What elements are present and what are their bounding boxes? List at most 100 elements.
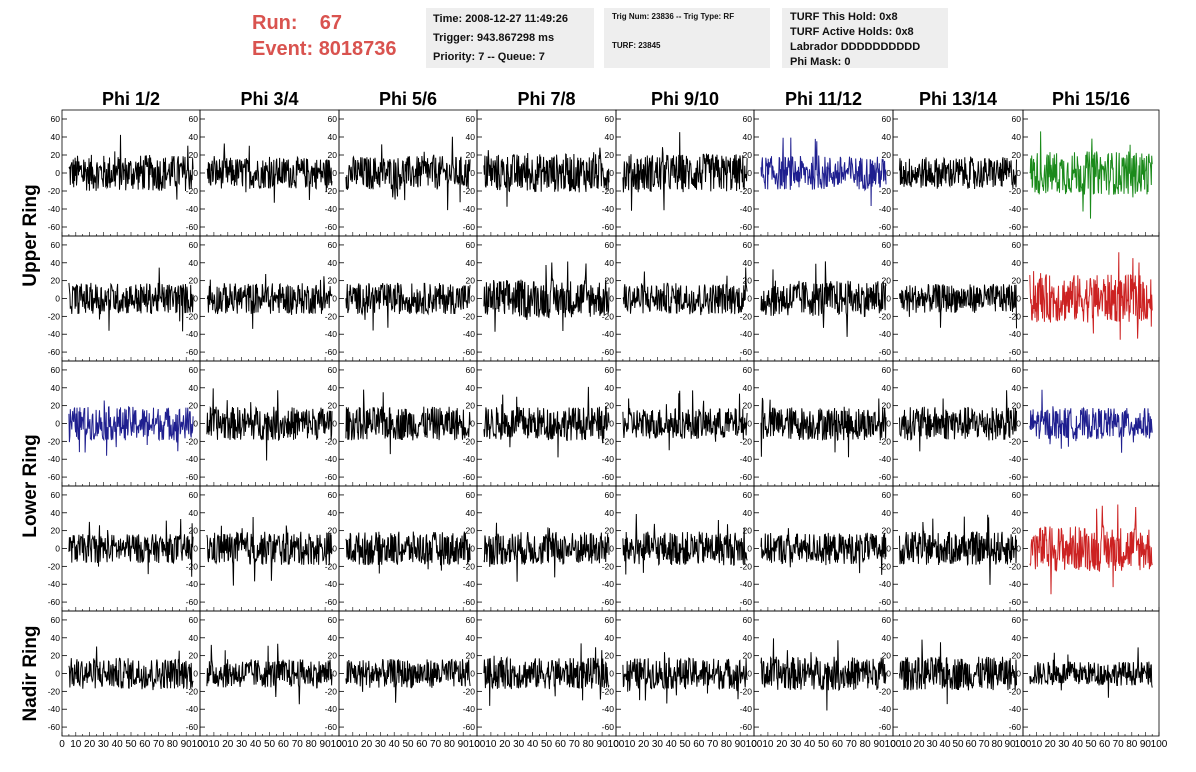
y-tick-label: 40 bbox=[328, 633, 338, 643]
y-tick-label: -60 bbox=[325, 472, 338, 482]
y-tick-label: -20 bbox=[602, 186, 615, 196]
y-tick-label: 0 bbox=[332, 294, 337, 304]
y-tick-label: -40 bbox=[186, 204, 199, 214]
y-tick-label: -20 bbox=[186, 436, 199, 446]
y-tick-label: -40 bbox=[602, 204, 615, 214]
waveform-trace bbox=[1029, 252, 1153, 340]
y-tick-label: 40 bbox=[51, 132, 61, 142]
event-label: Event: bbox=[252, 38, 314, 60]
y-tick-label: 60 bbox=[466, 365, 476, 375]
y-tick-label: 20 bbox=[605, 526, 615, 536]
x-tick-label: 100 bbox=[469, 739, 486, 750]
y-tick-label: -40 bbox=[186, 454, 199, 464]
y-tick-label: 20 bbox=[605, 651, 615, 661]
y-tick-label: -60 bbox=[325, 222, 338, 232]
x-tick-label: 80 bbox=[167, 739, 179, 750]
waveform-trace bbox=[899, 514, 1017, 585]
trig-num-text: Trig Num: 23836 -- Trig Type: RF bbox=[612, 12, 735, 21]
x-tick-label: 0 bbox=[751, 739, 757, 750]
y-tick-label: 20 bbox=[51, 150, 61, 160]
x-tick-label: 60 bbox=[139, 739, 151, 750]
y-tick-label: 20 bbox=[189, 276, 199, 286]
x-tick-label: 20 bbox=[84, 739, 96, 750]
x-tick-label: 100 bbox=[1015, 739, 1032, 750]
waveform-trace bbox=[345, 531, 471, 574]
y-tick-label: -60 bbox=[602, 347, 615, 357]
y-tick-label: -40 bbox=[1009, 454, 1022, 464]
x-tick-label: 10 bbox=[1031, 739, 1043, 750]
y-tick-label: -20 bbox=[879, 686, 892, 696]
waveform-trace bbox=[1029, 647, 1153, 698]
y-tick-label: 60 bbox=[466, 490, 476, 500]
y-tick-label: -60 bbox=[740, 722, 753, 732]
y-tick-label: 0 bbox=[886, 419, 891, 429]
y-tick-label: 40 bbox=[189, 132, 199, 142]
run-event-box: Run: 67 Event: 8018736 bbox=[252, 10, 397, 62]
y-tick-label: 60 bbox=[189, 114, 199, 124]
y-tick-label: 40 bbox=[328, 258, 338, 268]
y-tick-label: -20 bbox=[879, 311, 892, 321]
x-tick-label: 80 bbox=[1126, 739, 1138, 750]
y-tick-label: 0 bbox=[1016, 168, 1021, 178]
y-tick-label: 0 bbox=[55, 669, 60, 679]
x-tick-label: 60 bbox=[555, 739, 567, 750]
y-tick-label: -60 bbox=[602, 472, 615, 482]
y-tick-label: 20 bbox=[605, 150, 615, 160]
y-tick-label: -60 bbox=[186, 472, 199, 482]
row-group-label: Lower Ring bbox=[20, 434, 41, 537]
y-tick-label: 60 bbox=[189, 365, 199, 375]
y-tick-label: 60 bbox=[743, 365, 753, 375]
y-tick-label: -60 bbox=[879, 347, 892, 357]
y-tick-label: 20 bbox=[1012, 651, 1022, 661]
y-tick-label: 0 bbox=[747, 168, 752, 178]
x-tick-label: 0 bbox=[613, 739, 619, 750]
y-tick-label: 0 bbox=[1016, 669, 1021, 679]
y-tick-label: -40 bbox=[879, 704, 892, 714]
x-tick-label: 20 bbox=[1045, 739, 1057, 750]
y-tick-label: 20 bbox=[605, 276, 615, 286]
y-tick-label: -20 bbox=[879, 561, 892, 571]
event-value: 8018736 bbox=[318, 38, 397, 60]
y-tick-label: 60 bbox=[466, 114, 476, 124]
x-tick-label: 0 bbox=[197, 739, 203, 750]
y-tick-label: -20 bbox=[463, 186, 476, 196]
trigger-info-box: Trig Num: 23836 -- Trig Type: RF TURF: 2… bbox=[604, 8, 770, 68]
x-tick-label: 70 bbox=[1113, 739, 1125, 750]
y-tick-label: 60 bbox=[51, 490, 61, 500]
y-tick-label: 20 bbox=[189, 401, 199, 411]
waveform-trace bbox=[622, 390, 748, 451]
y-tick-label: -40 bbox=[602, 579, 615, 589]
y-tick-label: 0 bbox=[1016, 294, 1021, 304]
waveform-trace bbox=[345, 282, 471, 331]
x-tick-label: 50 bbox=[679, 739, 691, 750]
y-tick-label: 0 bbox=[609, 168, 614, 178]
row-group-label: Upper Ring bbox=[20, 184, 41, 286]
y-tick-label: -20 bbox=[186, 686, 199, 696]
y-tick-label: -20 bbox=[1009, 436, 1022, 446]
y-tick-label: 40 bbox=[51, 258, 61, 268]
x-tick-label: 10 bbox=[347, 739, 359, 750]
y-tick-label: -20 bbox=[1009, 686, 1022, 696]
waveform-trace bbox=[345, 136, 471, 211]
x-tick-label: 30 bbox=[926, 739, 938, 750]
column-header: Phi 15/16 bbox=[1052, 89, 1130, 109]
y-tick-label: 40 bbox=[51, 633, 61, 643]
y-tick-label: 40 bbox=[51, 508, 61, 518]
y-tick-label: -40 bbox=[463, 454, 476, 464]
y-tick-label: 0 bbox=[609, 294, 614, 304]
y-tick-label: -20 bbox=[325, 561, 338, 571]
y-tick-label: -60 bbox=[186, 722, 199, 732]
y-tick-label: -20 bbox=[325, 436, 338, 446]
y-tick-label: 60 bbox=[189, 490, 199, 500]
y-tick-label: -40 bbox=[325, 204, 338, 214]
waveform-trace bbox=[68, 267, 194, 332]
x-tick-label: 90 bbox=[597, 739, 609, 750]
x-tick-label: 50 bbox=[541, 739, 553, 750]
x-tick-label: 20 bbox=[499, 739, 511, 750]
waveform-trace bbox=[1029, 504, 1153, 595]
y-tick-label: -60 bbox=[186, 597, 199, 607]
y-tick-label: 60 bbox=[189, 615, 199, 625]
y-tick-label: -20 bbox=[463, 436, 476, 446]
y-tick-label: -60 bbox=[48, 597, 61, 607]
y-tick-label: 0 bbox=[1016, 419, 1021, 429]
